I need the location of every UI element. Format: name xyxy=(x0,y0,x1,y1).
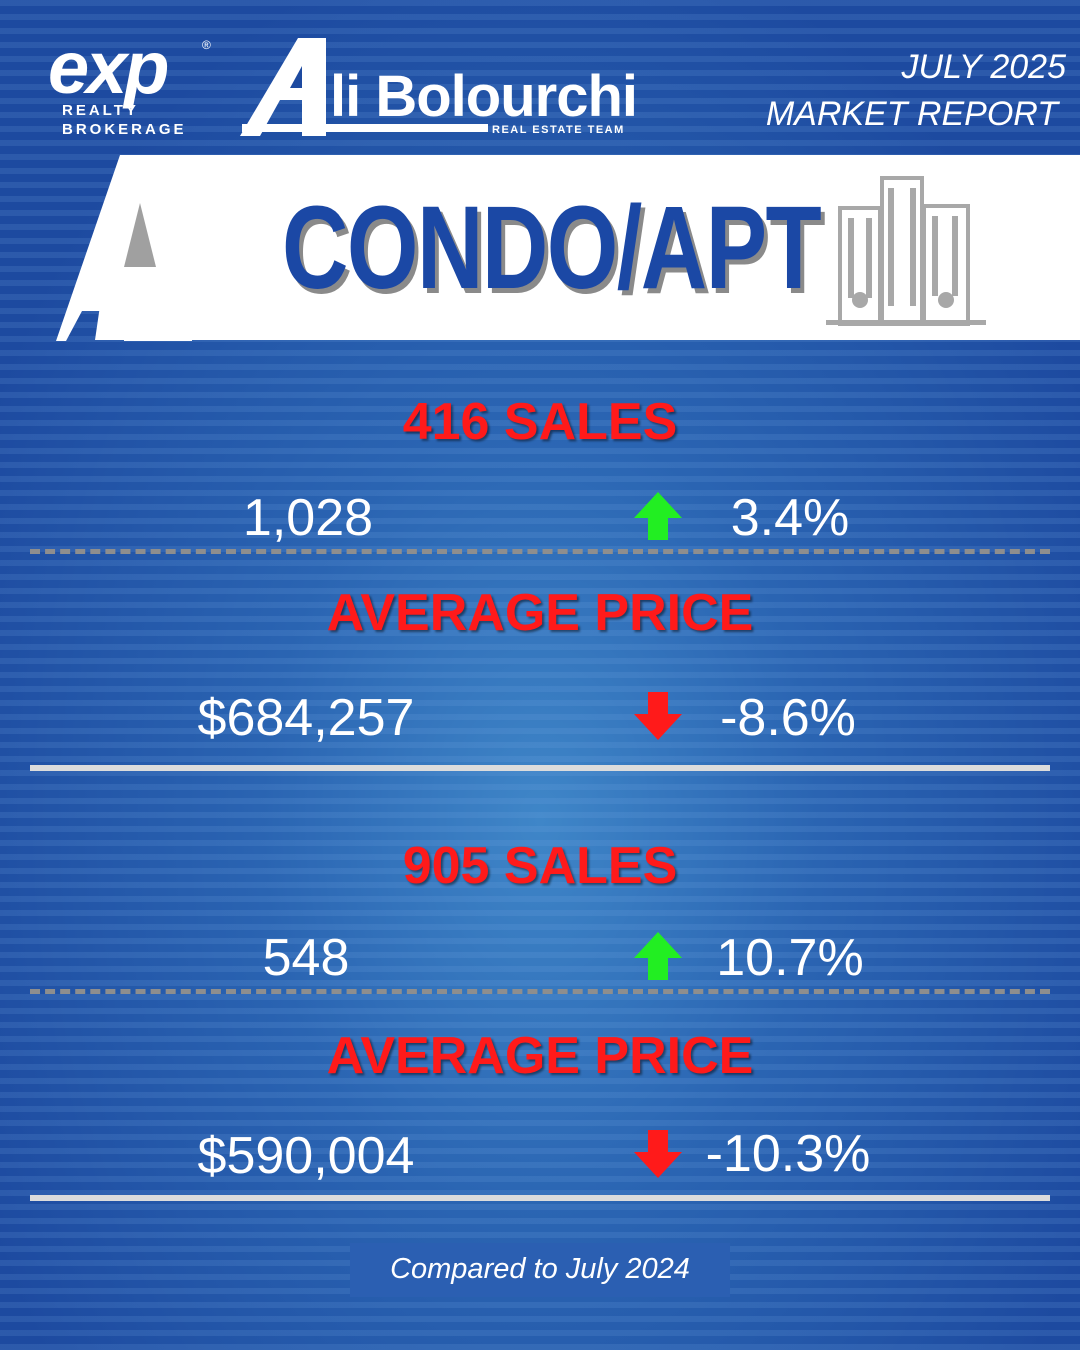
exp-registered-mark: ® xyxy=(202,38,211,52)
avg-price-416-change: -8.6% xyxy=(720,689,856,747)
comparison-note: Compared to July 2024 xyxy=(390,1253,690,1285)
sales-905-change: 10.7% xyxy=(716,929,864,987)
condo-buildings-icon xyxy=(826,176,986,326)
arrow-down-icon xyxy=(634,1130,682,1178)
team-logo-subtitle: REAL ESTATE TEAM xyxy=(492,124,625,136)
avg-price-416-title: AVERAGE PRICE xyxy=(326,584,754,642)
team-logo-a-icon xyxy=(240,38,326,136)
divider-solid xyxy=(30,765,1050,771)
exp-logo-wordmark: exp xyxy=(48,26,170,109)
banner-title: CONDO/APT xyxy=(282,182,822,314)
arrow-down-icon xyxy=(634,692,682,740)
avg-price-416-value: $684,257 xyxy=(197,689,415,747)
report-month: JULY 2025 xyxy=(901,48,1067,86)
divider-solid xyxy=(30,1195,1050,1201)
sales-905-title: 905 SALES xyxy=(402,837,678,895)
avg-price-905-value: $590,004 xyxy=(197,1127,415,1185)
report-type: MARKET REPORT xyxy=(765,95,1058,133)
avg-price-905-change: -10.3% xyxy=(705,1125,871,1183)
exp-logo-line2: BROKERAGE xyxy=(62,121,187,138)
sales-416-title: 416 SALES xyxy=(402,393,678,451)
divider-dashed xyxy=(30,989,1050,994)
team-logo-underline xyxy=(242,124,488,132)
arrow-up-icon xyxy=(634,492,682,540)
sales-905-value: 548 xyxy=(262,929,350,987)
team-logo-name: li Bolourchi xyxy=(330,64,638,129)
footnote-box xyxy=(350,1243,730,1297)
sales-416-value: 1,028 xyxy=(242,489,374,547)
exp-logo-line1: REALTY xyxy=(62,102,139,119)
banner xyxy=(190,155,1080,340)
divider-dashed xyxy=(30,549,1050,554)
arrow-up-icon xyxy=(634,932,682,980)
avg-price-905-title: AVERAGE PRICE xyxy=(326,1027,754,1085)
sales-416-change: 3.4% xyxy=(730,489,850,547)
a-logo-icon xyxy=(56,155,192,341)
